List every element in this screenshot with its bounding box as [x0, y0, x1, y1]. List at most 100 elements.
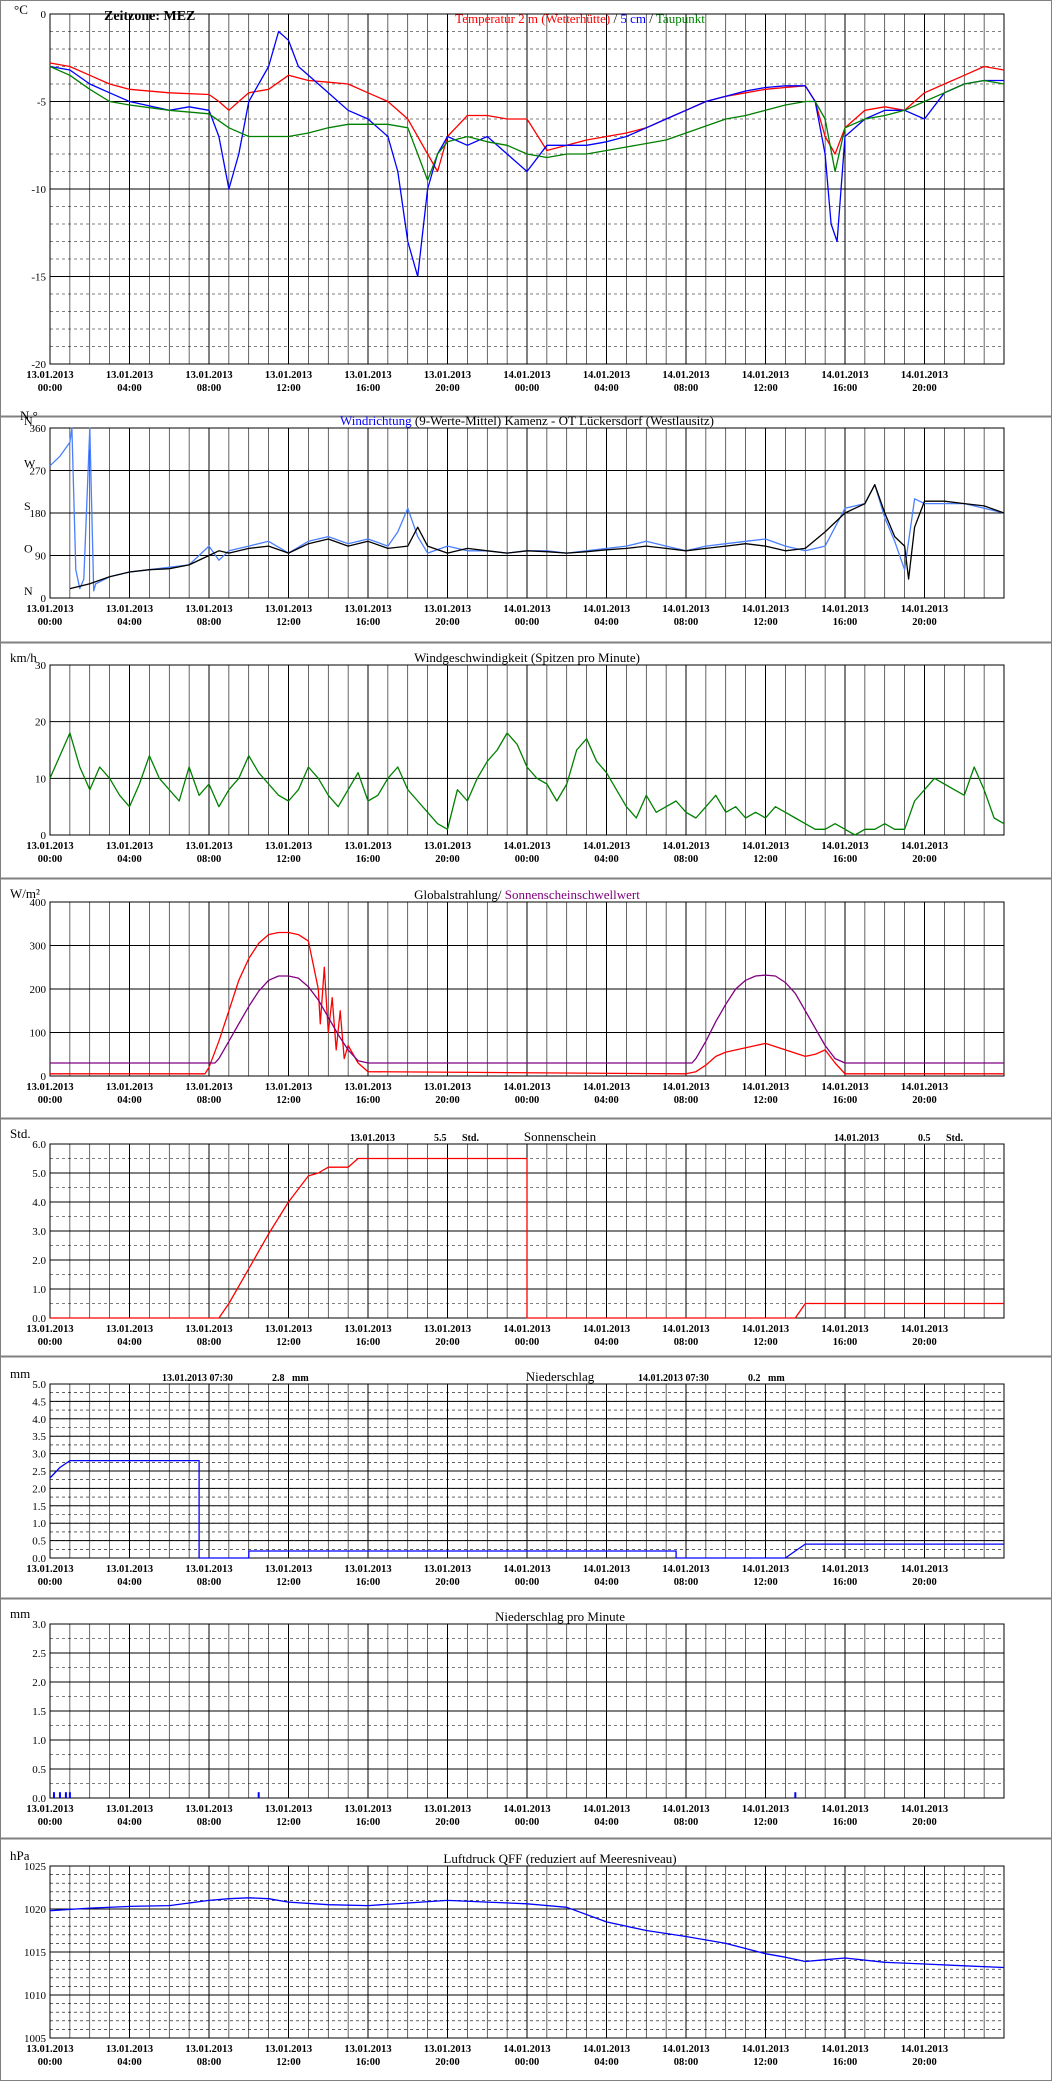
x-tick-time: 04:00 — [594, 2057, 619, 2068]
x-tick-time: 00:00 — [38, 854, 63, 865]
x-tick-date: 13.01.2013 — [344, 1804, 391, 1815]
x-tick-time: 04:00 — [594, 617, 619, 628]
y-tick-label: -20 — [31, 359, 46, 371]
x-tick-date: 13.01.2013 — [344, 841, 391, 852]
x-tick-time: 12:00 — [276, 1577, 301, 1588]
series-line — [49, 65, 1005, 181]
plot-frame — [49, 1383, 1005, 1559]
y-tick-label: 1.0 — [32, 1518, 46, 1530]
x-tick-date: 14.01.2013 — [583, 370, 630, 381]
x-tick-date: 13.01.2013 — [344, 1324, 391, 1335]
x-tick-date: 13.01.2013 — [424, 1082, 471, 1093]
x-tick-date: 13.01.2013 — [106, 2044, 153, 2055]
y-tick-label: 1.5 — [32, 1706, 46, 1718]
y-tick-label: 6.0 — [32, 1139, 46, 1151]
y-tick-label: 0.0 — [32, 1313, 46, 1325]
x-tick-time: 12:00 — [753, 1337, 778, 1348]
x-tick-date: 13.01.2013 — [26, 604, 73, 615]
x-tick-time: 20:00 — [435, 854, 460, 865]
x-tick-time: 16:00 — [356, 2057, 381, 2068]
x-tick-date: 13.01.2013 — [344, 1564, 391, 1575]
annotation-unit: mm — [292, 1373, 309, 1384]
y-tick-label: 30 — [35, 660, 47, 672]
x-tick-date: 14.01.2013 — [583, 604, 630, 615]
annotation-date: 14.01.2013 07:30 — [638, 1373, 709, 1384]
x-tick-date: 13.01.2013 — [106, 1082, 153, 1093]
x-tick-date: 13.01.2013 — [424, 1804, 471, 1815]
x-tick-time: 20:00 — [435, 383, 460, 394]
x-tick-date: 13.01.2013 — [26, 2044, 73, 2055]
x-tick-date: 14.01.2013 — [503, 604, 550, 615]
y-tick-label: 20 — [35, 717, 47, 729]
x-tick-time: 20:00 — [435, 1577, 460, 1588]
x-tick-time: 12:00 — [753, 1095, 778, 1106]
annotation-date: 13.01.2013 — [350, 1133, 395, 1144]
x-tick-time: 20:00 — [912, 2057, 937, 2068]
chart-title: Niederschlag pro Minute — [495, 1609, 625, 1624]
compass-label: N — [24, 584, 33, 598]
x-tick-time: 20:00 — [912, 1095, 937, 1106]
x-tick-time: 16:00 — [833, 2057, 858, 2068]
x-tick-time: 00:00 — [515, 383, 540, 394]
x-tick-date: 14.01.2013 — [503, 1804, 550, 1815]
annotation-value: 0.2 — [748, 1373, 761, 1384]
chart-title-part: Windgeschwindigkeit (Spitzen pro Minute) — [414, 650, 640, 665]
x-tick-time: 04:00 — [594, 1095, 619, 1106]
annotation-value: 0.5 — [918, 1133, 931, 1144]
x-tick-date: 13.01.2013 — [26, 1804, 73, 1815]
x-tick-time: 12:00 — [276, 1337, 301, 1348]
chart-title: Niederschlag — [526, 1369, 595, 1384]
x-tick-time: 16:00 — [833, 854, 858, 865]
y-tick-label: 1005 — [24, 2033, 47, 2045]
x-tick-time: 08:00 — [674, 2057, 699, 2068]
x-tick-time: 16:00 — [833, 617, 858, 628]
x-tick-date: 14.01.2013 — [901, 1324, 948, 1335]
x-tick-time: 08:00 — [674, 1337, 699, 1348]
x-tick-time: 00:00 — [38, 1577, 63, 1588]
x-tick-date: 13.01.2013 — [265, 2044, 312, 2055]
x-tick-date: 13.01.2013 — [106, 370, 153, 381]
x-tick-time: 00:00 — [38, 1095, 63, 1106]
x-tick-time: 04:00 — [117, 2057, 142, 2068]
x-tick-date: 14.01.2013 — [742, 2044, 789, 2055]
x-tick-time: 00:00 — [515, 854, 540, 865]
x-tick-time: 20:00 — [435, 1337, 460, 1348]
y-tick-label: 1010 — [24, 1990, 47, 2002]
x-tick-time: 08:00 — [197, 617, 222, 628]
x-tick-time: 08:00 — [674, 1577, 699, 1588]
x-tick-date: 14.01.2013 — [583, 1564, 630, 1575]
x-tick-time: 16:00 — [356, 383, 381, 394]
y-tick-label: 4.0 — [32, 1414, 46, 1426]
chart-title-part: (9-Werte-Mittel) — [412, 413, 502, 428]
x-tick-time: 08:00 — [197, 1577, 222, 1588]
x-tick-date: 13.01.2013 — [185, 2044, 232, 2055]
x-tick-time: 16:00 — [356, 1095, 381, 1106]
x-tick-time: 12:00 — [276, 1817, 301, 1828]
y-tick-label: 360 — [30, 423, 47, 435]
x-tick-time: 04:00 — [117, 1095, 142, 1106]
unit-label: Std. — [10, 1126, 31, 1141]
x-tick-time: 20:00 — [912, 1817, 937, 1828]
bar-mark — [64, 1792, 67, 1798]
chart-title: Globalstrahlung/ Sonnenscheinschwellwert — [414, 887, 640, 902]
series-line — [69, 484, 1005, 590]
y-tick-label: 0.0 — [32, 1793, 46, 1805]
x-tick-date: 13.01.2013 — [185, 370, 232, 381]
y-tick-label: 3.0 — [32, 1449, 46, 1461]
y-tick-label: 0.5 — [32, 1764, 46, 1776]
chart-title-part: Temperatur 2 m (Wetterhütte) — [455, 11, 610, 26]
chart-title-part: 5 cm — [620, 11, 646, 26]
y-tick-label: 1.0 — [32, 1284, 46, 1296]
x-tick-date: 13.01.2013 — [424, 1564, 471, 1575]
series-line — [49, 1897, 1005, 1969]
x-tick-time: 04:00 — [117, 383, 142, 394]
y-tick-label: 1015 — [24, 1947, 47, 1959]
y-tick-label: 400 — [30, 897, 47, 909]
x-tick-date: 14.01.2013 — [742, 370, 789, 381]
chart-precipitation: 0.00.51.01.52.02.53.03.54.04.55.0mm Niede… — [10, 1366, 1005, 1588]
y-tick-label: -15 — [31, 272, 46, 284]
x-tick-date: 13.01.2013 — [265, 1804, 312, 1815]
